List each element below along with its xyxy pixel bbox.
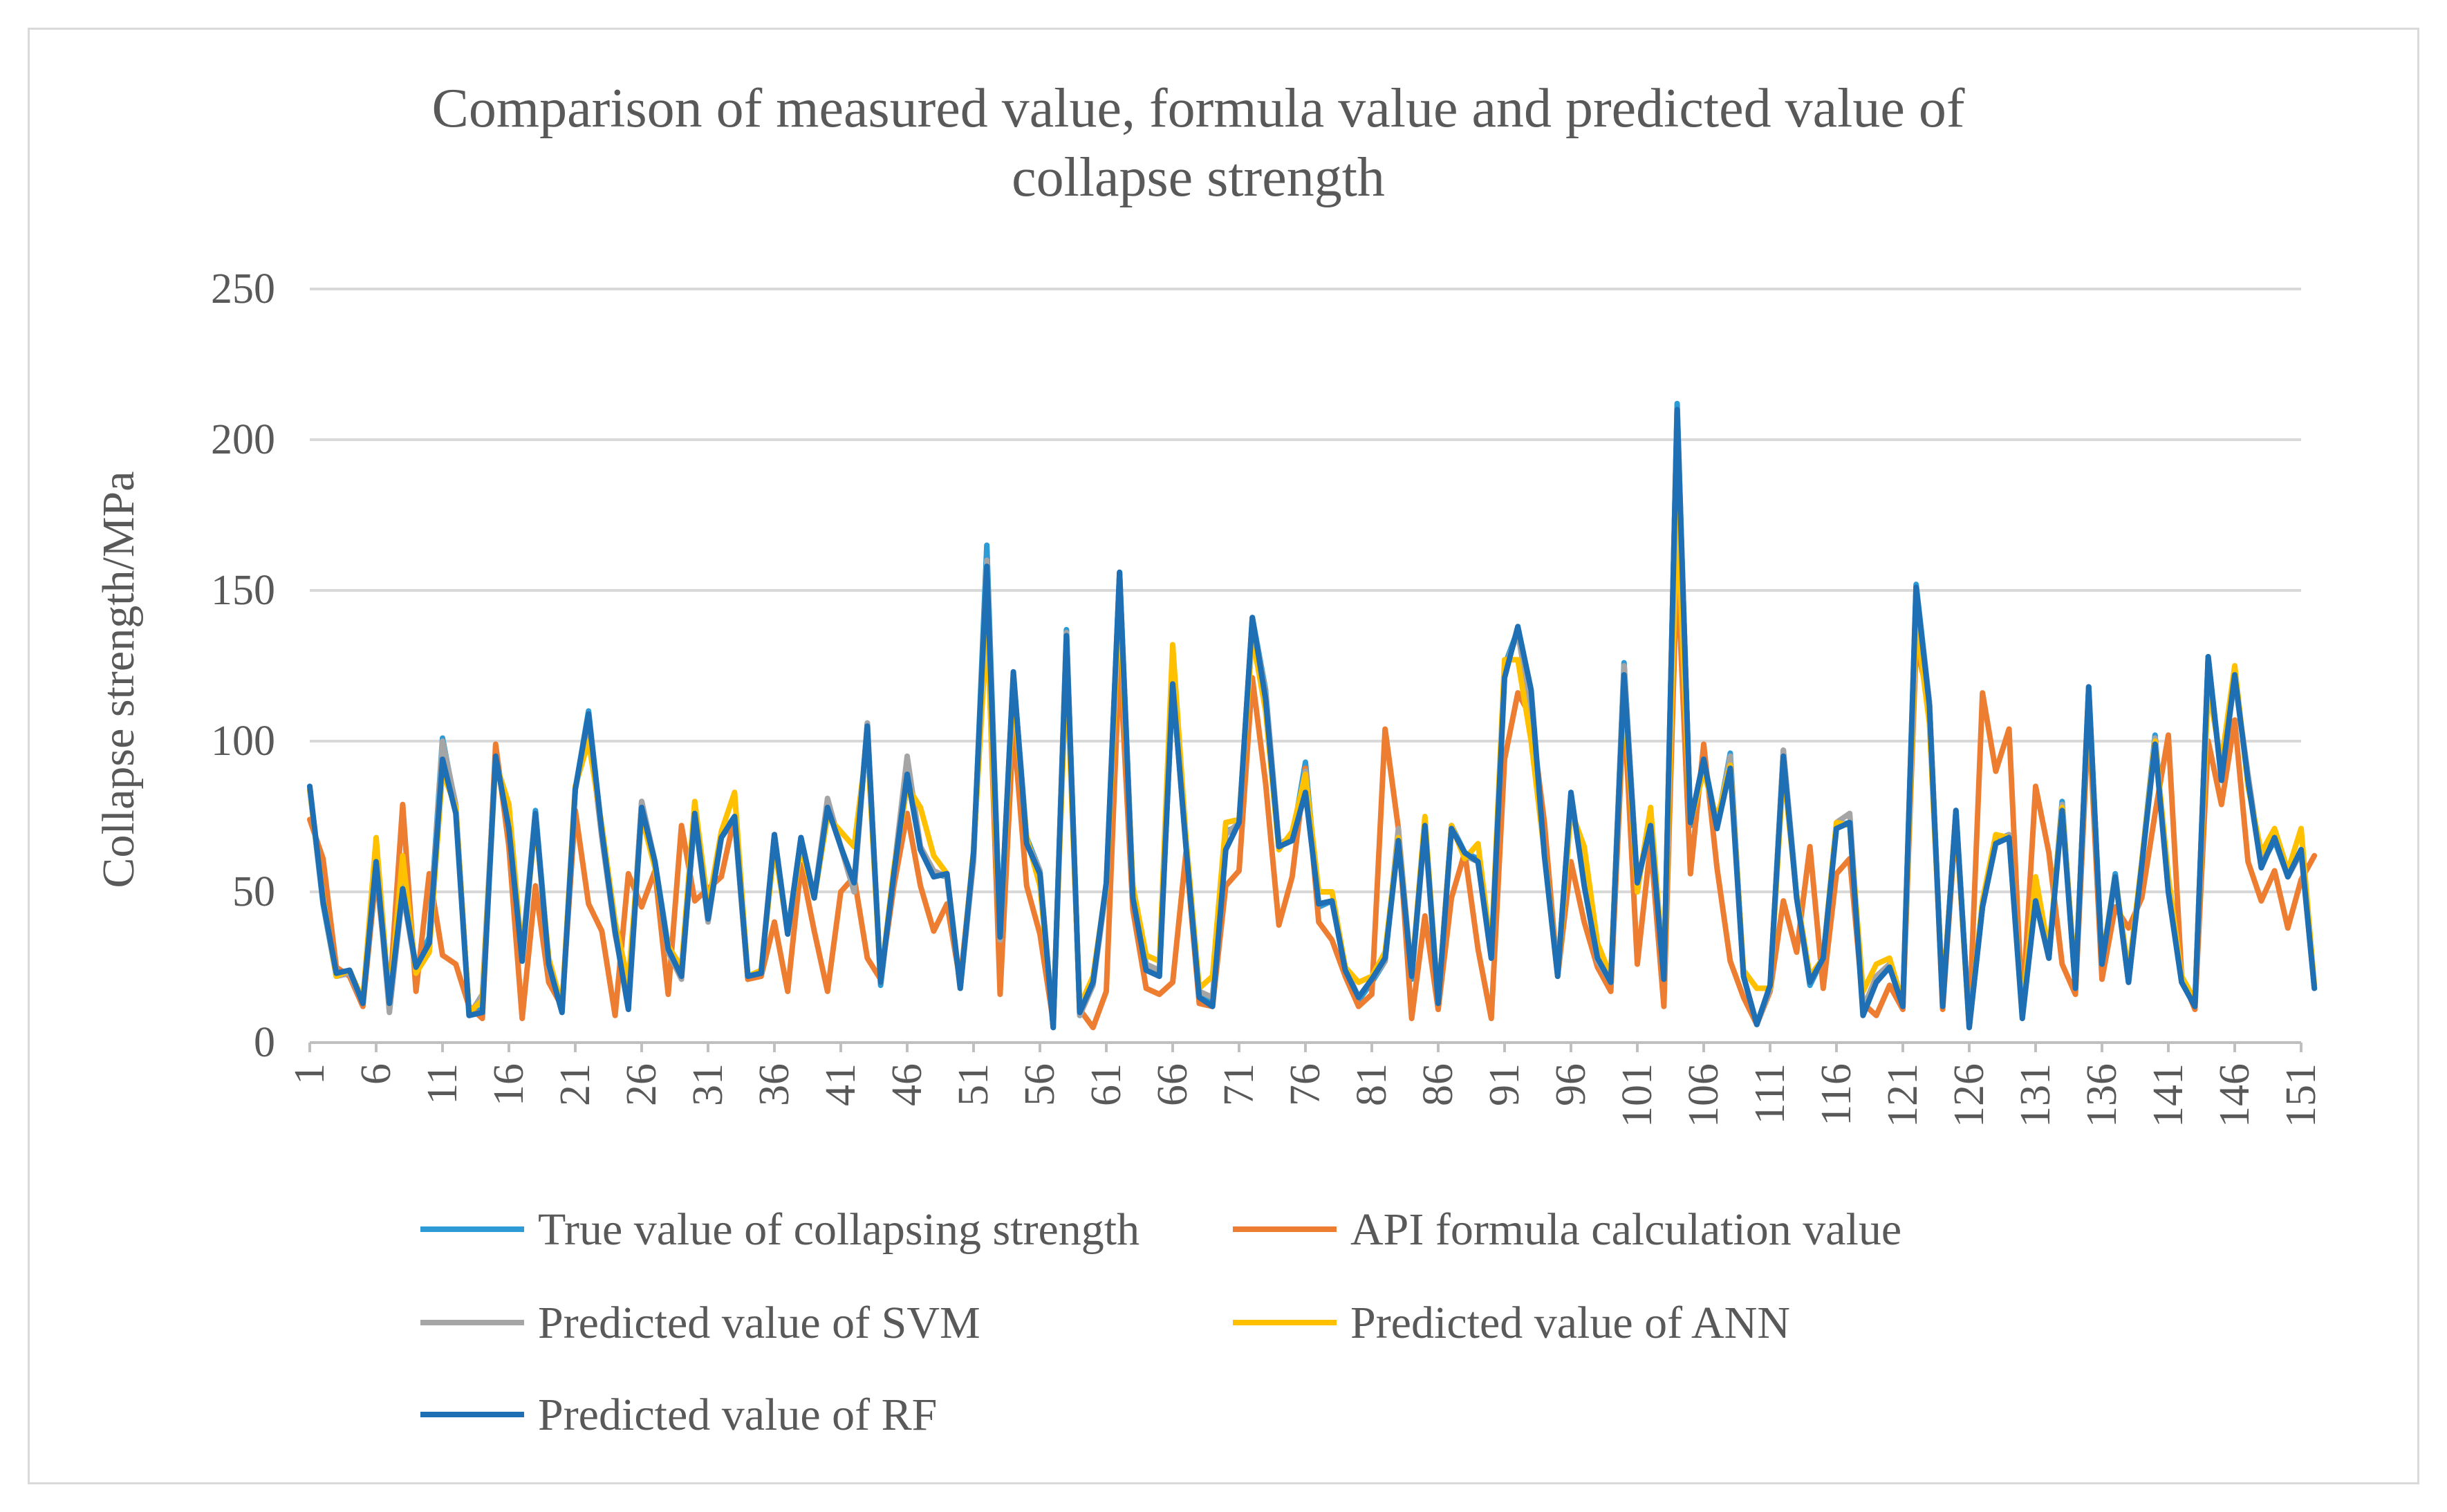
x-tick-label: 111 (1747, 1063, 1794, 1124)
y-tick-label: 50 (232, 868, 275, 915)
x-tick-label: 46 (884, 1063, 931, 1106)
x-tick-label: 131 (2012, 1063, 2059, 1128)
y-tick-label: 250 (211, 265, 275, 312)
x-tick-label: 86 (1415, 1063, 1462, 1106)
x-tick-label: 126 (1946, 1063, 1993, 1128)
line-chart: Comparison of measured value, formula va… (93, 78, 2325, 1440)
legend-label-5: Predicted value of RF (538, 1390, 937, 1440)
chart-title-line-2: collapse strength (1012, 147, 1385, 208)
x-tick-label: 26 (618, 1063, 665, 1106)
x-tick-label: 71 (1216, 1063, 1263, 1106)
x-tick-label: 61 (1083, 1063, 1130, 1106)
x-tick-label: 151 (2278, 1063, 2325, 1128)
x-tick-label: 121 (1879, 1063, 1926, 1128)
series-line-5 (307, 407, 2318, 1031)
legend-label-4: Predicted value of ANN (1350, 1298, 1790, 1348)
chart-title: Comparison of measured value, formula va… (432, 78, 1965, 208)
y-tick-label: 200 (211, 416, 275, 463)
x-tick-label: 136 (2078, 1063, 2125, 1128)
x-tick-label: 146 (2211, 1063, 2258, 1128)
chart-title-line-1: Comparison of measured value, formula va… (432, 78, 1965, 139)
x-tick-label: 36 (751, 1063, 798, 1106)
x-tick-label: 91 (1481, 1063, 1528, 1106)
x-tick-label: 96 (1547, 1063, 1594, 1106)
chart-frame: Comparison of measured value, formula va… (28, 28, 2419, 1484)
x-tick-label: 101 (1614, 1063, 1661, 1128)
x-tick-label: 41 (817, 1063, 864, 1106)
series-line-2 (307, 557, 2318, 1031)
legend-label-3: Predicted value of SVM (538, 1298, 980, 1348)
x-tick-label: 31 (685, 1063, 732, 1106)
x-tick-label: 51 (950, 1063, 997, 1106)
x-tick-label: 106 (1680, 1063, 1727, 1128)
y-tick-label: 150 (211, 567, 275, 614)
x-tick-label: 66 (1149, 1063, 1196, 1106)
series-lines (307, 400, 2318, 1031)
y-tick-label: 0 (254, 1019, 275, 1066)
x-tick-label: 11 (419, 1063, 466, 1105)
legend: True value of collapsing strength API for… (420, 1204, 1901, 1440)
legend-label-1: True value of collapsing strength (538, 1204, 1139, 1255)
x-tick-label: 56 (1016, 1063, 1063, 1106)
y-tick-label: 100 (211, 718, 275, 765)
y-axis-title: Collapse strength/MPa (93, 471, 144, 888)
x-tick-label: 81 (1348, 1063, 1395, 1106)
x-tick-label: 116 (1813, 1063, 1860, 1126)
y-axis-ticks: 0 50 100 150 200 250 (211, 265, 275, 1066)
x-tick-label: 21 (552, 1063, 599, 1106)
x-tick-label: 141 (2145, 1063, 2192, 1128)
gridlines (310, 288, 2301, 1044)
x-axis-ticks: 1 6 11 16 21 26 31 36 41 46 51 56 61 66 71 76 81 86 91 96 10… (286, 1043, 2325, 1128)
x-tick-label: 1 (286, 1063, 333, 1085)
x-tick-label: 76 (1282, 1063, 1329, 1106)
x-tick-label: 16 (485, 1063, 532, 1106)
legend-label-2: API formula calculation value (1350, 1204, 1901, 1255)
x-tick-label: 6 (353, 1063, 400, 1085)
